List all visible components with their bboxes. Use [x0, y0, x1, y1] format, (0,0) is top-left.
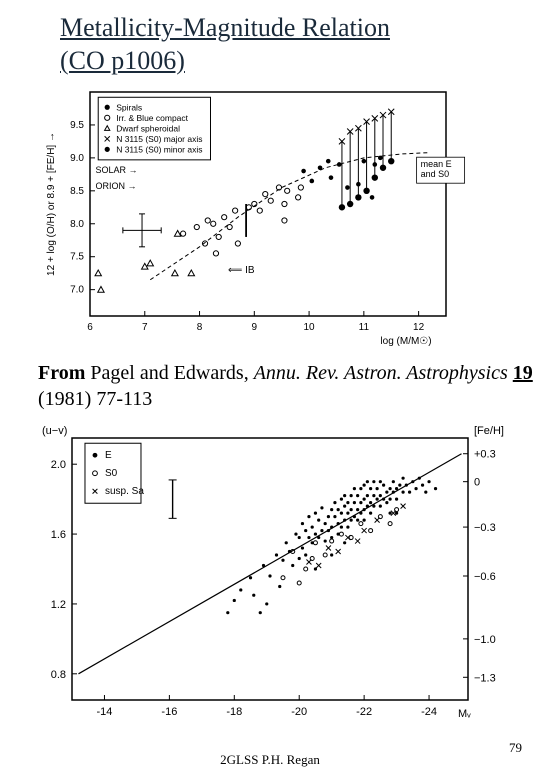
citation-rest: (1981) 77-113 [38, 388, 152, 410]
svg-text:ORION →: ORION → [95, 181, 136, 191]
svg-text:9.5: 9.5 [70, 120, 84, 131]
svg-text:-24: -24 [421, 706, 437, 718]
svg-text:12 + log (O/H) or 8.9 + [FE/H]: 12 + log (O/H) or 8.9 + [FE/H] → [46, 132, 57, 276]
svg-text:-16: -16 [161, 706, 177, 718]
svg-text:2.0: 2.0 [51, 459, 66, 471]
svg-text:1.6: 1.6 [51, 529, 66, 541]
svg-text:[Fe/H]: [Fe/H] [474, 425, 504, 437]
svg-text:7.5: 7.5 [70, 252, 84, 263]
svg-text:1.2: 1.2 [51, 599, 66, 611]
svg-text:Spirals: Spirals [116, 102, 142, 112]
svg-text:Irr. & Blue compact: Irr. & Blue compact [116, 113, 188, 123]
svg-text:7.0: 7.0 [70, 285, 84, 296]
svg-text:−1.3: −1.3 [474, 672, 496, 684]
footer-text: 2GLSS P.H. Regan [0, 752, 540, 768]
page-title: Metallicity-Magnitude Relation (CO p1006… [60, 12, 390, 77]
svg-text:9: 9 [252, 322, 258, 333]
citation-volume: 19 [513, 362, 533, 384]
svg-text:Dwarf spheroidal: Dwarf spheroidal [116, 123, 180, 133]
svg-text:+0.3: +0.3 [474, 449, 496, 461]
svg-text:8: 8 [197, 322, 203, 333]
svg-text:−1.0: −1.0 [474, 634, 496, 646]
svg-text:-18: -18 [226, 706, 242, 718]
svg-text:-14: -14 [97, 706, 113, 718]
title-line-1: Metallicity-Magnitude Relation [60, 13, 390, 42]
svg-text:mean Eand S0: mean Eand S0 [421, 159, 452, 179]
citation-block: From Pagel and Edwards, Annu. Rev. Astro… [38, 360, 540, 412]
svg-text:susp. Sa: susp. Sa [105, 486, 144, 497]
upper-scatter-chart: 6 7 8 9 10 11 12 7.0 7.5 8.0 8.5 9.0 9.5 log (M/M☉) 12… [42, 86, 502, 350]
svg-text:(u−v): (u−v) [42, 425, 67, 437]
lower-chart-svg: -14 -16 -18 -20 -22 -24 0.8 1.2 1.6 2.0 +0.3 0 −0.3… [30, 418, 516, 724]
svg-text:8.0: 8.0 [70, 219, 84, 230]
svg-text:11: 11 [359, 322, 370, 333]
svg-text:Mᵥ: Mᵥ [458, 708, 471, 720]
svg-text:6: 6 [87, 322, 93, 333]
svg-text:-20: -20 [291, 706, 307, 718]
svg-text:SOLAR →: SOLAR → [95, 165, 137, 175]
svg-text:S0: S0 [105, 468, 118, 479]
svg-text:-22: -22 [356, 706, 372, 718]
svg-text:⟸ IB: ⟸ IB [228, 265, 255, 276]
svg-text:log (M/M☉): log (M/M☉) [380, 336, 431, 347]
citation-authors: Pagel and Edwards, [85, 362, 253, 384]
svg-text:12: 12 [413, 322, 425, 333]
svg-text:N 3115 (S0) minor axis: N 3115 (S0) minor axis [116, 144, 202, 154]
svg-text:0.8: 0.8 [51, 669, 66, 681]
svg-text:9.0: 9.0 [70, 153, 84, 164]
citation-journal: Annu. Rev. Astron. Astrophysics [254, 362, 513, 384]
svg-text:E: E [105, 450, 112, 461]
svg-text:−0.3: −0.3 [474, 522, 496, 534]
svg-text:N 3115 (S0) major axis: N 3115 (S0) major axis [116, 134, 202, 144]
title-line-2: (CO p1006) [60, 46, 185, 75]
svg-text:10: 10 [304, 322, 316, 333]
svg-text:0: 0 [474, 477, 480, 489]
page-number: 79 [509, 740, 522, 756]
lower-scatter-chart: -14 -16 -18 -20 -22 -24 0.8 1.2 1.6 2.0 +0.3 0 −0.3… [30, 418, 516, 724]
citation-lead: From [38, 362, 85, 384]
svg-text:7: 7 [142, 322, 148, 333]
upper-chart-svg: 6 7 8 9 10 11 12 7.0 7.5 8.0 8.5 9.0 9.5 log (M/M☉) 12… [42, 86, 502, 350]
svg-text:−0.6: −0.6 [474, 571, 496, 583]
svg-text:8.5: 8.5 [70, 186, 84, 197]
